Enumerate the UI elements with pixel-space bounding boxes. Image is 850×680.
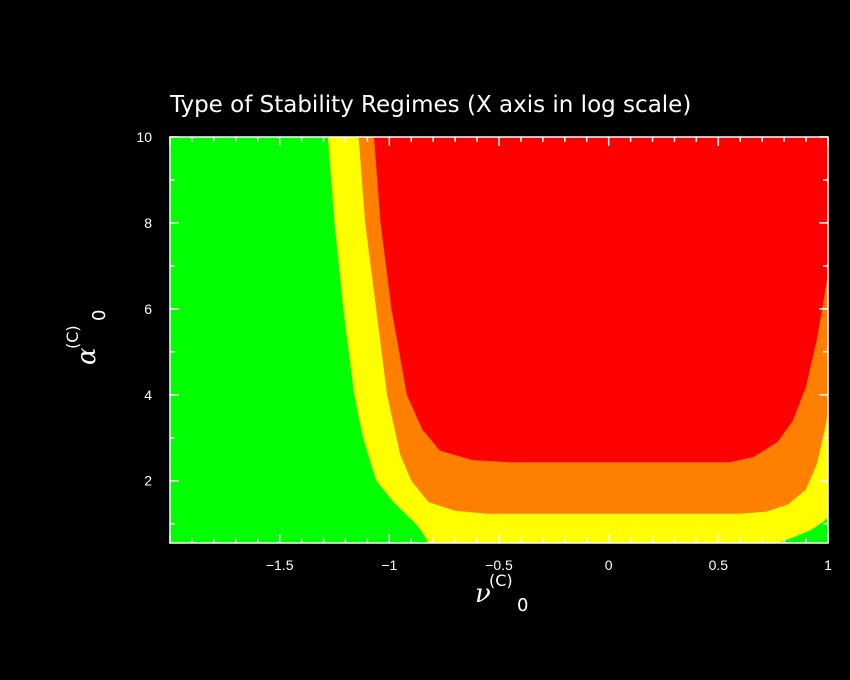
x-tick-label: 1	[824, 557, 832, 573]
regime-regions	[170, 137, 828, 543]
x-tick-label: 0.5	[709, 557, 729, 573]
axis-tick-labels: −1.5 −1 −0.5 0 0.5 1 2 4 6 8 10	[136, 129, 832, 573]
x-tick-label: −1	[381, 557, 397, 573]
y-tick-label: 6	[144, 301, 152, 317]
x-tick-label: 0	[605, 557, 613, 573]
y-tick-label: 4	[144, 387, 152, 403]
region-red	[374, 137, 828, 463]
chart-title: Type of Stability Regimes (X axis in log…	[169, 92, 691, 118]
y-tick-label: 8	[144, 215, 152, 231]
x-tick-label: −0.5	[485, 557, 513, 573]
y-axis-superscript: (C)	[63, 325, 82, 349]
x-axis-label: ν (C) 0	[475, 571, 528, 616]
y-axis-subscript: 0	[89, 310, 110, 321]
y-axis-label: α (C) 0	[63, 310, 110, 365]
x-axis-symbol: ν	[475, 579, 491, 609]
y-tick-label: 10	[136, 129, 152, 145]
plot-area	[170, 137, 828, 543]
y-axis-symbol: α	[72, 347, 102, 365]
x-axis-superscript: (C)	[489, 571, 513, 590]
axis-ticks	[169, 136, 829, 543]
x-tick-label: −1.5	[266, 557, 294, 573]
x-axis-subscript: 0	[517, 595, 528, 616]
y-tick-label: 2	[144, 473, 152, 489]
